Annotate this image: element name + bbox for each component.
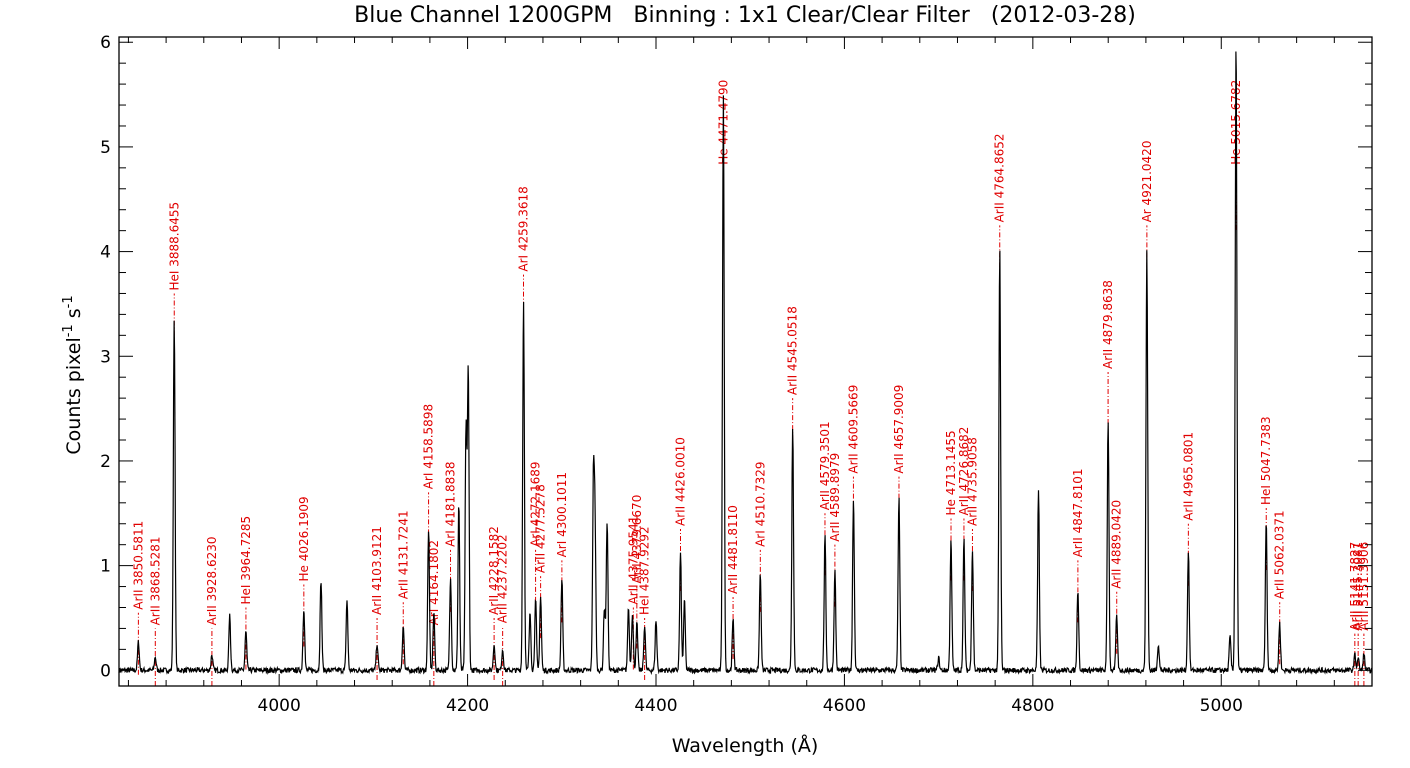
annotation-label: ArI 4300.1011 — [555, 472, 569, 557]
annotation-label: ArII 4847.8101 — [1071, 468, 1085, 557]
annotation-label: ArII 5062.0371 — [1273, 510, 1287, 599]
annotation-label: He 4026.1909 — [297, 496, 311, 581]
y-axis-label-exp-1: -1 — [61, 324, 76, 337]
annotation-label: ArII 4277.5278 — [534, 484, 548, 573]
x-tick-label: 5000 — [1200, 696, 1243, 716]
y-tick-label: 6 — [100, 33, 111, 53]
annotation-label: ArII 4228.1582 — [487, 526, 501, 615]
x-tick-label: 4600 — [823, 696, 866, 716]
annotation-label: ArII 5145.3081 — [1351, 542, 1365, 631]
y-tick-label: 2 — [100, 452, 111, 472]
annotation-label: ArII 4735.9058 — [966, 437, 980, 526]
x-axis-label: Wavelength (Å) — [672, 734, 819, 757]
axes: 4000 4200 4400 4600 4800 5000 0 1 2 3 4 5 6 — [100, 33, 1373, 716]
line-annotations: ArII 3850.5811 ArII 3868.5281 HeI 3888.645… — [131, 80, 1371, 686]
y-axis-label-exp-2: -1 — [61, 295, 76, 308]
plot-frame — [118, 36, 1373, 687]
annotation-label: ArI 4510.7329 — [753, 462, 767, 547]
annotation-label: ArI 4259.3618 — [517, 186, 531, 271]
annotation-label: ArII 4375.9541 — [626, 516, 640, 605]
annotation-label: ArII 4726.8682 — [957, 427, 971, 516]
annotation-label: ArII 4589.8979 — [828, 453, 842, 542]
annotation-label: ArII 4481.8110 — [726, 505, 740, 594]
x-tick-label: 4000 — [258, 696, 301, 716]
x-tick-label: 4400 — [634, 696, 677, 716]
y-axis-label: Counts pixel-1 s-1 — [61, 295, 85, 454]
annotation-label: ArII 4379.6670 — [630, 495, 644, 584]
chart-title: Blue Channel 1200GPM Binning : 1x1 Clear… — [354, 3, 1136, 28]
annotation-label: ArII 3850.5811 — [131, 521, 145, 610]
y-tick-label: 3 — [100, 347, 111, 367]
annotation-label: ArII 4889.0420 — [1110, 500, 1124, 589]
spectrum-series — [118, 51, 1373, 676]
annotation-label: ArII 4764.8652 — [993, 133, 1007, 222]
annotation-label: ArII 4879.8638 — [1101, 280, 1115, 369]
annotation-label: ArII 3868.5281 — [148, 536, 162, 625]
annotation-label: ArI 4181.8838 — [444, 462, 458, 547]
annotation-label: HeI 3888.6455 — [167, 202, 181, 291]
annotation-label: ArII 4131.7241 — [396, 510, 410, 599]
y-tick-label: 0 — [100, 661, 111, 681]
annotation-label: ArII 4237.2202 — [496, 534, 510, 623]
x-tick-label: 4200 — [446, 696, 489, 716]
annotation-label: ArII 4545.0518 — [786, 306, 800, 395]
y-axis-label-unit: s — [63, 308, 85, 324]
annotation-label: ArI 4164.1802 — [427, 540, 441, 625]
spectrum-line — [118, 51, 1373, 676]
annotation-label: ArII 4657.9009 — [892, 385, 906, 474]
annotation-label: ArII 4609.5669 — [846, 385, 860, 474]
annotation-label: ArI 4272.1689 — [529, 462, 543, 547]
annotation-label: Ar 4921.0420 — [1140, 141, 1154, 223]
annotation-label: HeI 5047.7383 — [1259, 416, 1273, 505]
annotation-label: HeI 3964.7285 — [239, 516, 253, 605]
annotation-label: ArII 5151.3906 — [1357, 542, 1371, 631]
annotation-label: ArII 4103.9121 — [370, 526, 384, 615]
y-axis-label-text: Counts pixel — [63, 337, 85, 454]
annotation-label: He 4713.1455 — [944, 430, 958, 515]
annotation-label: ArII 4579.3501 — [818, 421, 832, 510]
annotation-label: ArII 3928.6230 — [205, 536, 219, 625]
y-tick-label: 5 — [100, 138, 111, 158]
annotation-label: ArII 5141.7827 — [1348, 542, 1362, 631]
annotation-label: ArII 4965.0801 — [1181, 432, 1195, 521]
y-tick-label: 1 — [100, 557, 111, 577]
annotation-label: ArII 4426.0010 — [674, 437, 688, 526]
x-tick-label: 4800 — [1011, 696, 1054, 716]
annotation-label: HeI 4387.9292 — [638, 526, 652, 615]
y-tick-label: 4 — [100, 243, 111, 263]
annotation-label: ArI 4158.5898 — [422, 404, 436, 489]
